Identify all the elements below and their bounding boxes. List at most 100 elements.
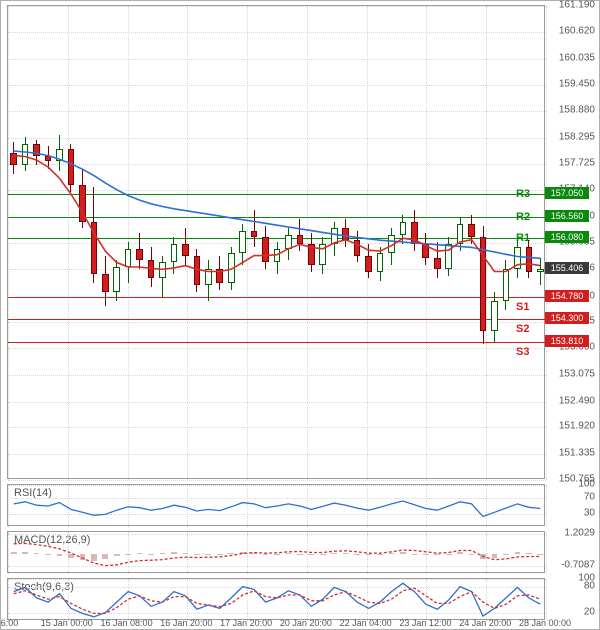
- support-line: [8, 342, 546, 343]
- price-ytick: 160.620: [545, 25, 595, 36]
- time-xtick: 20 Jan 20:00: [280, 618, 332, 628]
- candle-body: [91, 222, 98, 274]
- candle-body: [354, 240, 361, 256]
- indicator-ytick: 100: [545, 479, 595, 490]
- level-value-badge: 156.560: [545, 210, 589, 222]
- candle-body: [503, 269, 510, 301]
- level-value-badge: 154.780: [545, 290, 589, 302]
- candle-body: [342, 228, 349, 239]
- candle-body: [468, 224, 475, 238]
- candle-body: [33, 144, 40, 155]
- candle-body: [251, 231, 258, 238]
- candle-body: [319, 244, 326, 264]
- candle-body: [45, 156, 52, 161]
- candle-body: [480, 237, 487, 330]
- time-xtick: 16 Jan 20:00: [160, 618, 212, 628]
- indicator-ytick: 70: [545, 491, 595, 502]
- candle-body: [537, 269, 544, 272]
- candle-body: [274, 249, 281, 263]
- price-ytick: 158.295: [545, 131, 595, 142]
- macd-line: [8, 532, 546, 574]
- time-xtick: 15 Jan 00:00: [41, 618, 93, 628]
- candle-body: [125, 249, 132, 267]
- candle-body: [491, 301, 498, 331]
- candle-body: [194, 256, 201, 286]
- candle-body: [285, 235, 292, 249]
- support-line: [8, 297, 546, 298]
- candle-wick: [540, 258, 541, 285]
- support-line: [8, 319, 546, 320]
- candle-body: [457, 224, 464, 244]
- price-ytick: 157.725: [545, 157, 595, 168]
- rsi-line: [8, 485, 546, 527]
- time-xtick: 23 Jan 12:00: [399, 618, 451, 628]
- price-ytick: 153.075: [545, 368, 595, 379]
- time-xtick: 24 Jan 20:00: [459, 618, 511, 628]
- candle-body: [331, 228, 338, 244]
- rsi-panel[interactable]: RSI(14): [7, 484, 545, 526]
- time-xtick: 16 Jan 08:00: [101, 618, 153, 628]
- candle-body: [365, 256, 372, 272]
- candle-body: [228, 253, 235, 283]
- indicator-ytick: 30: [545, 508, 595, 519]
- indicator-ytick: -0.7087: [545, 559, 595, 570]
- price-ytick: 151.335: [545, 448, 595, 459]
- level-name: R2: [516, 211, 530, 223]
- candle-body: [434, 258, 441, 269]
- level-value-badge: 153.810: [545, 335, 589, 347]
- candle-body: [514, 247, 521, 270]
- price-ytick: 160.035: [545, 52, 595, 63]
- resistance-line: [8, 217, 546, 218]
- level-name: R3: [516, 188, 530, 200]
- candle-body: [56, 149, 63, 161]
- candle-body: [102, 274, 109, 292]
- candle-body: [422, 244, 429, 258]
- price-ytick: 151.920: [545, 421, 595, 432]
- price-ytick: 152.490: [545, 395, 595, 406]
- candle-body: [136, 249, 143, 260]
- price-ytick: 161.190: [545, 0, 595, 11]
- price-panel[interactable]: R3R2R1S1S2S3: [7, 5, 545, 479]
- candle-body: [388, 235, 395, 253]
- candle-body: [205, 269, 212, 285]
- stoch-panel[interactable]: Stoch(9,6,3): [7, 578, 545, 620]
- level-value-badge: 156.080: [545, 231, 589, 243]
- stoch-d-line: [8, 579, 546, 621]
- candle-body: [526, 247, 533, 272]
- candle-wick: [254, 210, 255, 246]
- candle-body: [216, 269, 223, 283]
- candle-body: [22, 144, 29, 164]
- price-ytick: 159.450: [545, 79, 595, 90]
- time-xtick: 16:00: [0, 618, 18, 628]
- candle-body: [297, 235, 304, 244]
- candle-body: [79, 185, 86, 221]
- candle-body: [411, 222, 418, 245]
- candle-body: [68, 149, 75, 185]
- candle-body: [445, 244, 452, 269]
- time-xtick: 28 Jan 00:00: [519, 618, 571, 628]
- chart-container: R3R2R1S1S2S3 RSI(14) MACD(12,26,9) Stoch…: [0, 0, 600, 630]
- time-xtick: 17 Jan 20:00: [220, 618, 272, 628]
- candle-body: [113, 267, 120, 292]
- level-value-badge: 157.050: [545, 187, 589, 199]
- level-value-badge: 154.300: [545, 312, 589, 324]
- candle-body: [377, 253, 384, 271]
- level-name: S3: [516, 346, 529, 358]
- candle-body: [159, 262, 166, 278]
- candle-body: [239, 231, 246, 254]
- level-name: S1: [516, 301, 529, 313]
- candle-body: [182, 244, 189, 255]
- current-price-badge: 155.406: [545, 262, 589, 274]
- indicator-ytick: 20: [545, 606, 595, 617]
- candle-body: [400, 222, 407, 236]
- candle-body: [10, 153, 17, 164]
- candle-body: [148, 260, 155, 278]
- level-name: S2: [516, 323, 529, 335]
- indicator-ytick: 100: [545, 573, 595, 584]
- macd-panel[interactable]: MACD(12,26,9): [7, 531, 545, 573]
- candle-body: [171, 244, 178, 262]
- time-xtick: 22 Jan 04:00: [340, 618, 392, 628]
- resistance-line: [8, 238, 546, 239]
- resistance-line: [8, 194, 546, 195]
- price-ytick: 158.880: [545, 105, 595, 116]
